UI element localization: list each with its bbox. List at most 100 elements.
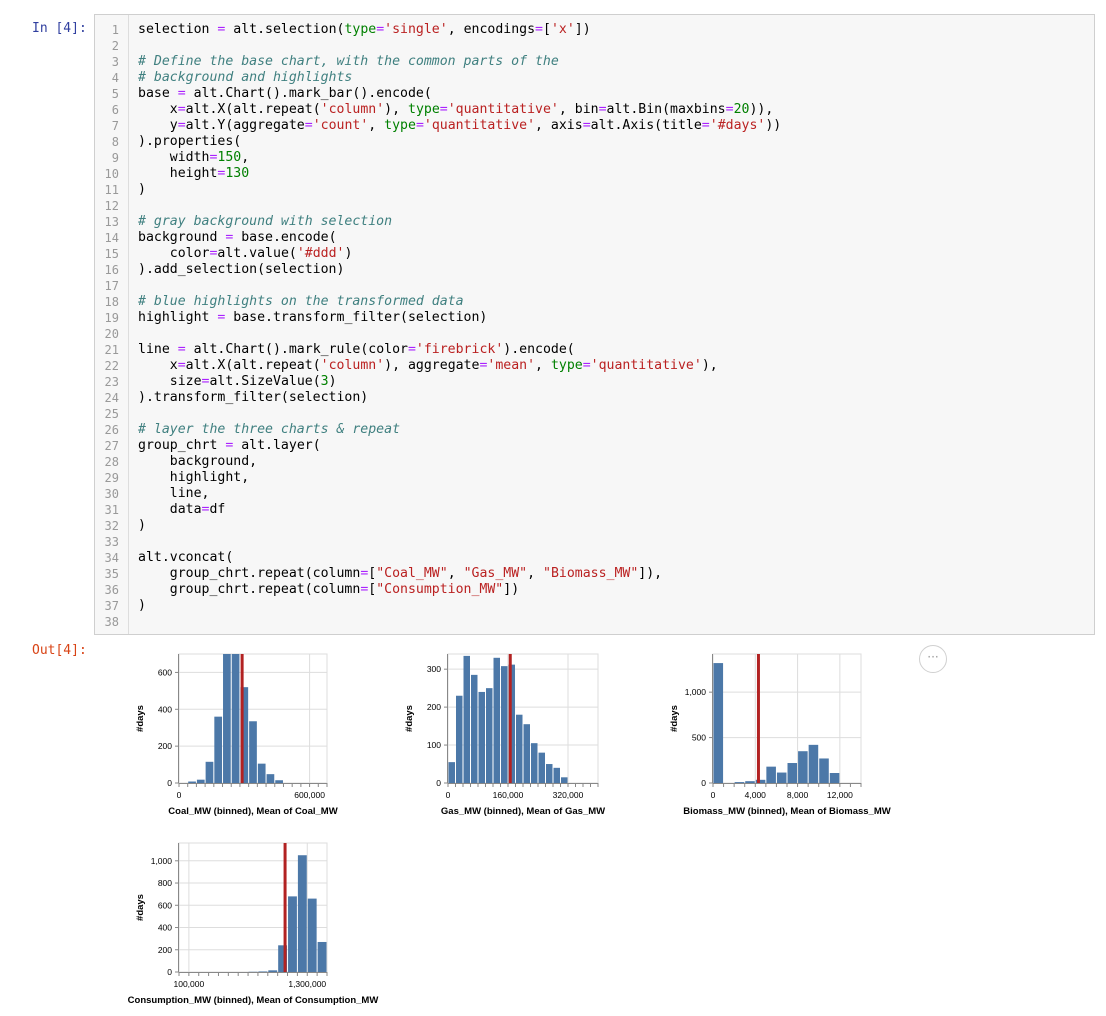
code-line: ) — [138, 182, 146, 198]
code-token: # background and highlights — [138, 70, 353, 85]
code-line: background, — [138, 454, 257, 470]
line-number: 32 — [104, 519, 119, 533]
more-options-icon[interactable]: ··· — [919, 645, 947, 673]
code-token: ), — [384, 102, 408, 117]
input-prompt: In [4]: — [32, 21, 87, 36]
code-cell-input[interactable]: 1 2 3 4 5 6 7 8 9 10 11 12 13 14 15 16 17 18 19 20 21 22 23 24 2… — [94, 14, 1095, 635]
chart-panel[interactable]: 0 200 400 600 0 600,000 Coal_MW (binned), Mean… — [135, 653, 338, 817]
histogram-bar — [205, 761, 214, 783]
code-token: width — [138, 150, 210, 165]
code-token: = — [209, 150, 218, 165]
code-line: line = alt.Chart().mark_rule(color='fire… — [138, 342, 575, 358]
code-token: background, — [138, 454, 258, 469]
histogram-bar — [317, 941, 327, 972]
y-tick-label: 200 — [158, 945, 172, 955]
code-token: , — [368, 118, 385, 133]
line-number: 27 — [104, 439, 119, 453]
histogram-bar — [257, 763, 266, 783]
x-tick-label: 600,000 — [294, 790, 325, 800]
code-line: x=alt.X(alt.repeat('column'), aggregate=… — [138, 358, 718, 374]
histogram-bar — [258, 971, 268, 972]
histogram-bar — [456, 695, 463, 783]
code-token: = — [582, 358, 591, 373]
y-tick-label: 200 — [427, 702, 441, 712]
histogram-bar — [516, 714, 523, 783]
code-token: 'mean' — [487, 358, 536, 373]
code-token: "Consumption_MW" — [376, 582, 504, 597]
code-line: # background and highlights — [138, 70, 352, 86]
histogram-bar — [448, 762, 455, 783]
histogram-bar — [776, 772, 787, 783]
code-token: ]), — [638, 566, 663, 581]
code-line: ).transform_filter(selection) — [138, 390, 368, 406]
y-tick-label: 1,000 — [685, 687, 707, 697]
code-token: = — [201, 374, 210, 389]
code-line: line, — [138, 486, 210, 502]
line-number: 9 — [111, 151, 119, 165]
x-tick-label: 1,300,000 — [288, 979, 326, 989]
code-token: alt.Chart().mark_rule(color — [185, 342, 408, 357]
line-number: 14 — [104, 231, 119, 245]
line-number: 23 — [104, 375, 119, 389]
x-tick-label: 12,000 — [827, 790, 853, 800]
line-number: 2 — [111, 39, 119, 53]
code-token: ]) — [503, 582, 520, 597]
line-number: 29 — [104, 471, 119, 485]
code-token: "Biomass_MW" — [543, 566, 639, 581]
histogram-bar — [713, 663, 724, 783]
code-token: alt.Y(aggregate — [185, 118, 305, 133]
code-line: ) — [138, 518, 146, 534]
code-token: type — [550, 358, 583, 373]
y-tick-label: 0 — [167, 967, 172, 977]
code-token: alt.SizeValue( — [209, 374, 321, 389]
code-token: x — [138, 102, 178, 117]
code-line: # gray background with selection — [138, 214, 392, 230]
code-line: group_chrt.repeat(column=["Coal_MW", "Ga… — [138, 566, 662, 582]
y-tick-label: 600 — [158, 667, 172, 677]
line-number: 35 — [104, 567, 119, 581]
y-tick-label: 800 — [158, 878, 172, 888]
code-token: alt.vconcat( — [138, 550, 234, 565]
chart-panel[interactable]: 0 100 200 300 0 160,000 320,000 Gas_MW (binned)… — [404, 653, 605, 817]
code-token: base — [138, 86, 178, 101]
code-token: 'single' — [384, 22, 448, 37]
line-number: 16 — [104, 263, 119, 277]
code-token: alt.Bin(maxbins — [606, 102, 726, 117]
code-line: # Define the base chart, with the common… — [138, 54, 559, 70]
histogram-bar — [188, 781, 196, 783]
y-tick-label: 0 — [436, 778, 441, 788]
code-token: = — [725, 102, 734, 117]
code-token: = — [177, 358, 186, 373]
code-token: = — [201, 502, 210, 517]
line-number: 19 — [104, 311, 119, 325]
x-tick-label: 8,000 — [787, 790, 809, 800]
code-line: alt.vconcat( — [138, 550, 233, 566]
code-token: 'column' — [320, 102, 385, 117]
histogram-bar — [808, 744, 819, 783]
code-token: x — [138, 358, 178, 373]
code-token: group_chrt.repeat(column — [138, 566, 361, 581]
code-token: = — [217, 166, 226, 181]
code-token: # blue highlights on the transformed dat… — [138, 294, 464, 309]
code-line: group_chrt.repeat(column=["Consumption_M… — [138, 582, 519, 598]
code-token: 130 — [225, 166, 250, 181]
code-token: = — [217, 310, 226, 325]
bars-group — [713, 654, 840, 783]
histogram-bar — [307, 898, 317, 972]
code-token: )) — [765, 118, 782, 133]
histogram-bar — [787, 763, 798, 783]
code-token: color — [138, 246, 210, 261]
code-token: ) — [344, 246, 353, 261]
code-token: alt.Axis(title — [590, 118, 702, 133]
chart-panel[interactable]: 0 500 1,000 0 4,000 8,000 12,000 Biomass_MW (bi… — [669, 653, 891, 817]
code-token: ) — [138, 518, 146, 533]
code-token: ).add_selection(selection) — [138, 262, 345, 277]
line-number: 3 — [111, 55, 119, 69]
histogram-bar — [508, 664, 515, 783]
chart-panel[interactable]: 0 200 400 600 800 1,000 100,000 1,300,000 Consum… — [128, 842, 379, 1006]
code-token: alt.X(alt.repeat( — [185, 102, 321, 117]
line-number: 12 — [104, 199, 119, 213]
code-token: , — [447, 566, 464, 581]
line-number: 7 — [111, 119, 119, 133]
bars-group — [188, 654, 283, 783]
